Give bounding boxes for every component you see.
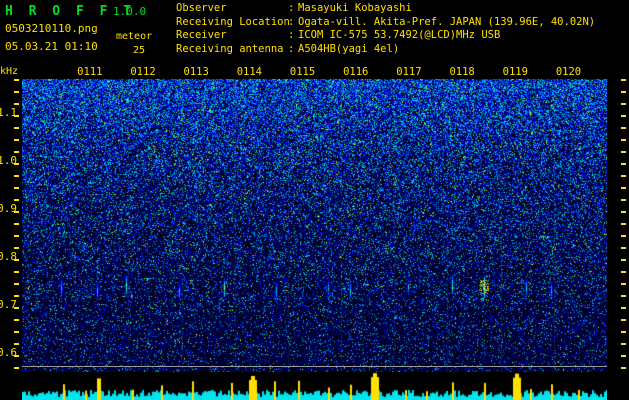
metadata-row-receiving-location: Receiving Location : Ogata-vill. Akita-P… [176, 16, 626, 30]
x-tick-label: 0113 [183, 66, 209, 78]
y-minor-tick [14, 223, 19, 226]
spectrogram-image [22, 79, 607, 372]
metadata-key: Receiving Location [176, 15, 290, 28]
metadata-row-observer: Observer : Masayuki Kobayashi [176, 2, 626, 16]
y-minor-tick-right [621, 103, 626, 106]
y-minor-tick [14, 127, 19, 130]
file-name: 0503210110.png [5, 22, 98, 35]
y-minor-tick-right [621, 343, 626, 346]
y-minor-tick [14, 295, 19, 298]
y-minor-tick-right [621, 247, 626, 250]
y-tick-label: 0.9 [0, 201, 17, 215]
metadata-block: Observer : Masayuki Kobayashi Receiving … [176, 2, 626, 56]
x-tick-label: 0116 [343, 66, 369, 78]
y-minor-tick-right [621, 271, 626, 274]
y-minor-tick [14, 367, 19, 370]
y-minor-tick-right [621, 187, 626, 190]
metadata-value: Ogata-vill. Akita-Pref. JAPAN (139.96E, … [298, 15, 596, 28]
y-minor-tick-right [621, 79, 626, 81]
y-minor-tick-right [621, 367, 626, 370]
y-minor-tick-right [621, 175, 626, 178]
x-tick-label: 0120 [555, 66, 582, 78]
metadata-key: Observer [176, 2, 227, 14]
y-minor-tick-right [621, 307, 626, 310]
x-tick-label: 0115 [289, 66, 316, 78]
metadata-value: A504HB(yagi 4el) [298, 42, 400, 55]
y-minor-tick [14, 163, 19, 166]
event-type-label: meteor [116, 31, 153, 42]
y-minor-tick-right [621, 283, 626, 286]
metadata-value: Masayuki Kobayashi [298, 2, 412, 14]
y-minor-tick [14, 355, 19, 358]
y-minor-tick [14, 175, 19, 178]
y-minor-tick [14, 271, 19, 274]
y-minor-tick-right [621, 163, 626, 166]
capture-datetime: 05.03.21 01:10 [5, 40, 98, 53]
y-minor-tick-right [621, 211, 626, 214]
y-minor-tick [14, 91, 19, 93]
x-tick-label: 0114 [236, 66, 263, 78]
y-minor-tick-right [621, 115, 626, 118]
y-minor-tick [14, 235, 19, 238]
y-minor-tick [14, 247, 19, 250]
y-minor-tick-right [621, 319, 626, 322]
metadata-key: Receiver [176, 29, 227, 41]
x-tick-label: 0112 [130, 66, 156, 78]
y-tick-label: 1.1 [0, 105, 17, 119]
x-tick-label: 0111 [77, 66, 103, 78]
y-minor-tick [14, 199, 19, 202]
waveform-canvas [22, 372, 607, 400]
y-minor-tick [14, 187, 19, 190]
spectrogram-plot: kHz 0111 0112 0113 0114 0115 0116 0117 0118 0119… [0, 62, 629, 400]
y-minor-tick [14, 343, 19, 346]
y-minor-tick-right [621, 295, 626, 298]
metadata-colon: : [288, 15, 295, 28]
y-minor-tick [14, 331, 19, 334]
y-minor-tick [14, 151, 19, 154]
y-minor-tick-right [621, 139, 626, 142]
y-minor-tick [14, 139, 19, 142]
y-minor-tick-right [621, 259, 626, 262]
gridline-upper [22, 366, 607, 367]
y-minor-tick [14, 319, 19, 322]
metadata-value: ICOM IC-575 53.7492(@LCD)MHz USB [298, 29, 501, 41]
y-axis-unit-label: kHz [0, 66, 19, 77]
y-minor-tick [14, 259, 19, 262]
app-brand-name: H R O F F T [5, 4, 136, 19]
metadata-colon: : [288, 29, 295, 41]
y-minor-tick [14, 211, 19, 214]
spectrogram-canvas [22, 79, 607, 372]
metadata-row-receiver: Receiver : ICOM IC-575 53.7492(@LCD)MHz … [176, 29, 626, 43]
y-minor-tick-right [621, 355, 626, 358]
event-count: 25 [133, 45, 146, 56]
y-tick-label: 0.6 [0, 345, 17, 359]
y-tick-label: 0.8 [0, 249, 17, 263]
y-minor-tick-right [621, 127, 626, 130]
y-minor-tick-right [621, 151, 626, 154]
y-tick-label: 1.0 [0, 153, 17, 167]
y-minor-tick [14, 79, 19, 81]
x-tick-label: 0118 [449, 66, 475, 78]
amplitude-waveform [22, 372, 607, 400]
y-minor-tick-right [621, 199, 626, 202]
y-minor-tick [14, 283, 19, 286]
app-version: 1.0.0 [113, 5, 147, 18]
header-panel: H R O F F T 1.0.0 0503210110.png 05.03.2… [0, 0, 629, 62]
y-minor-tick [14, 307, 19, 310]
y-minor-tick-right [621, 331, 626, 334]
metadata-colon: : [288, 2, 295, 14]
metadata-colon: : [288, 42, 295, 55]
y-tick-label: 0.7 [0, 297, 17, 311]
y-minor-tick [14, 115, 19, 118]
y-minor-tick [14, 103, 19, 106]
x-tick-label: 0117 [396, 66, 422, 78]
metadata-key: Receiving antenna [176, 42, 284, 55]
y-minor-tick-right [621, 223, 626, 226]
y-minor-tick-right [621, 91, 626, 93]
x-tick-label: 0119 [502, 66, 528, 78]
y-minor-tick-right [621, 235, 626, 238]
metadata-row-receiving-antenna: Receiving antenna : A504HB(yagi 4el) [176, 43, 626, 57]
